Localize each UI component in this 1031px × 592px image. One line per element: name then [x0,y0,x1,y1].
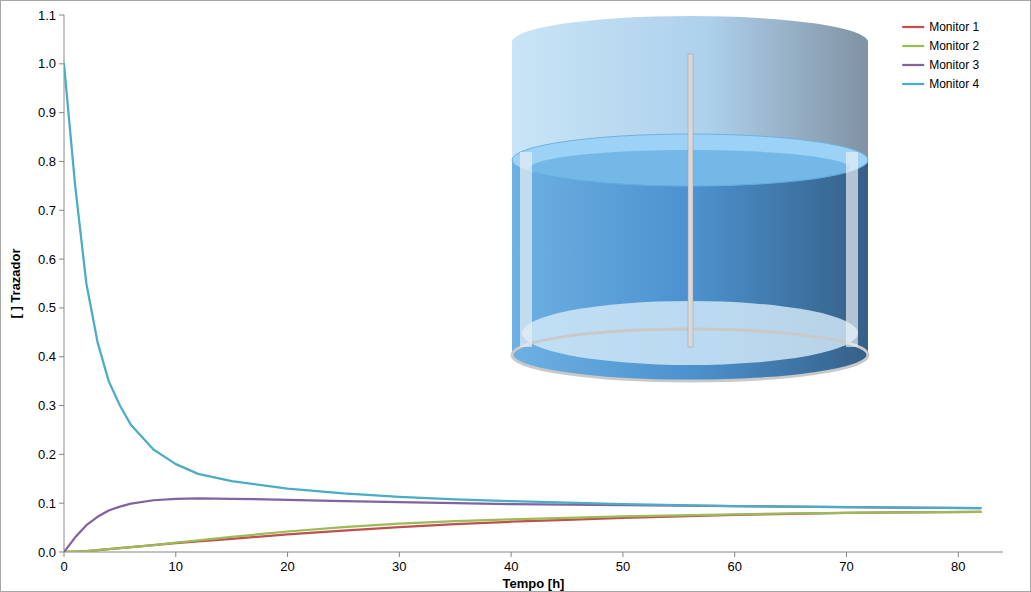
legend-swatch [902,45,924,47]
x-tick-label: 30 [392,559,406,574]
x-tick [622,552,623,557]
x-tick [399,552,400,557]
x-axis [64,552,1003,553]
shaft [688,54,693,347]
y-tick [59,356,64,357]
y-tick-label: 0.9 [38,105,56,120]
y-tick [59,405,64,406]
y-tick-label: 0.7 [38,203,56,218]
x-tick [175,552,176,557]
x-tick [846,552,847,557]
legend-label: Monitor 4 [929,77,979,91]
x-tick-label: 20 [280,559,294,574]
legend: Monitor 1 Monitor 2 Monitor 3 Monitor 4 [902,20,979,91]
series-line [64,64,981,508]
x-tick-label: 0 [60,559,67,574]
x-tick [734,552,735,557]
legend-label: Monitor 3 [929,58,979,72]
y-tick-label: 0.2 [38,447,56,462]
tank-body [512,16,868,381]
x-tick-label: 70 [839,559,853,574]
y-tick-label: 0.6 [38,252,56,267]
tank-illustration [512,16,868,381]
y-axis-title: [ ] Trazador [8,248,23,318]
chart-border [1,1,1031,592]
baffle [520,152,532,347]
y-tick [59,307,64,308]
y-tick-label: 0.1 [38,496,56,511]
series-group [64,64,981,552]
y-tick [59,15,64,16]
y-tick [59,259,64,260]
y-tick [59,503,64,504]
x-tick-label: 40 [504,559,518,574]
x-tick [958,552,959,557]
legend-swatch [902,83,924,85]
y-tick [59,552,64,553]
baffle [846,152,858,347]
chart: 0.0 0.1 0.2 0.3 0.4 0.5 0.6 0.7 0.8 0.9 1.0 1.1 0 10 2… [0,0,1031,592]
x-tick-label: 60 [727,559,741,574]
legend-label: Monitor 1 [929,20,979,34]
x-tick [511,552,512,557]
legend-label: Monitor 2 [929,39,979,53]
y-tick-label: 0.3 [38,398,56,413]
y-tick [59,454,64,455]
x-tick-label: 80 [951,559,965,574]
y-axis [64,15,65,552]
y-tick-label: 0.5 [38,300,56,315]
x-tick [64,552,65,557]
series-line [64,512,981,552]
y-tick [59,161,64,162]
y-tick-label: 0.8 [38,154,56,169]
y-tick-label: 1.1 [38,8,56,23]
y-tick-label: 0.0 [38,545,56,560]
y-tick [59,63,64,64]
y-tick [59,210,64,211]
x-axis-title: Tempo [h] [503,576,565,591]
legend-swatch [902,64,924,66]
y-tick-label: 1.0 [38,56,56,71]
x-tick [287,552,288,557]
legend-swatch [902,26,924,28]
y-tick [59,112,64,113]
y-tick-label: 0.4 [38,349,56,364]
series-line [64,512,981,552]
x-tick-label: 50 [616,559,630,574]
x-tick-label: 10 [169,559,183,574]
